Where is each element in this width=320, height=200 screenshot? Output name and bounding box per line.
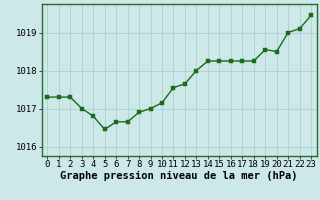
X-axis label: Graphe pression niveau de la mer (hPa): Graphe pression niveau de la mer (hPa) <box>60 171 298 181</box>
